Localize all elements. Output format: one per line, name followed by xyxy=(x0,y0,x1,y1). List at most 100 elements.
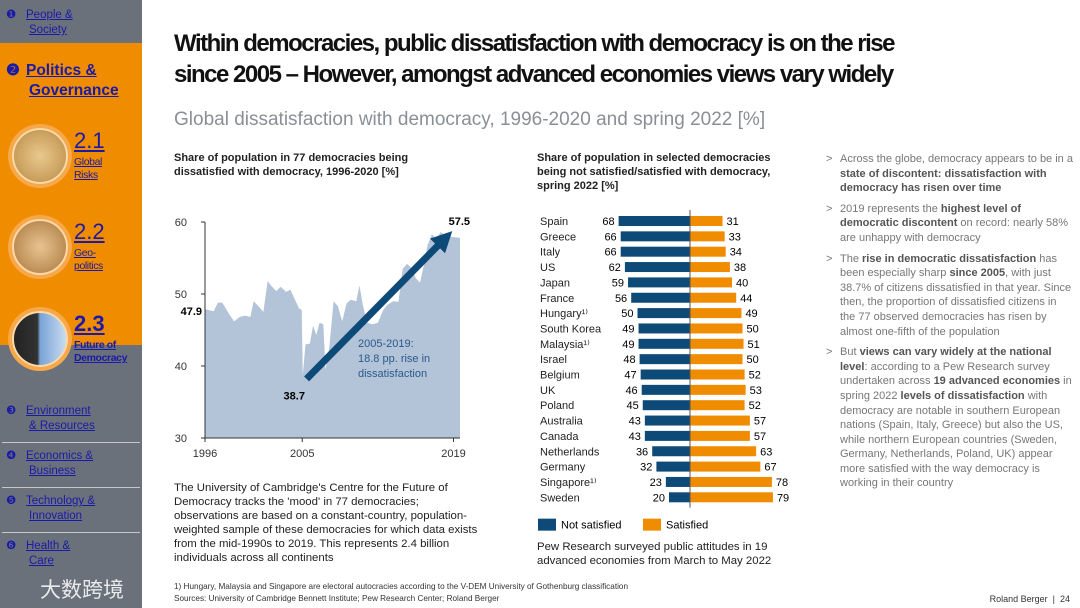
country-label: UK xyxy=(540,385,556,397)
bar-satisfied xyxy=(690,461,761,472)
bar-satisfied xyxy=(690,292,737,303)
nav-health[interactable]: ❻ Health & Care xyxy=(6,540,71,567)
bar-satisfied xyxy=(690,231,725,242)
bar-not-satisfied xyxy=(624,262,690,273)
future-democracy-image xyxy=(12,311,68,367)
bar-satisfied xyxy=(690,369,745,380)
nav-geopolitics[interactable]: 2.2 Geo-politics xyxy=(6,219,142,289)
legend-satisfied: Satisfied xyxy=(666,520,708,532)
bar-not-satisfied xyxy=(637,308,690,319)
arrow-annotation: 18.8 pp. rise in xyxy=(358,353,430,365)
bar-not-satisfied xyxy=(618,216,690,226)
area-chart: 30 40 50 60 1996 2005 2019 47.9 38.7 57.5 2005-201… xyxy=(175,216,470,460)
value-satisfied: 53 xyxy=(750,385,762,397)
country-label: France xyxy=(540,293,574,305)
y-tick-label: 60 xyxy=(175,217,187,229)
value-satisfied: 38 xyxy=(734,262,746,274)
nav-technology[interactable]: ❺ Technology & Innovation xyxy=(6,495,96,522)
country-label: Canada xyxy=(540,431,579,443)
area-series xyxy=(205,232,460,438)
country-label: Netherlands xyxy=(540,446,600,458)
value-not-satisfied: 23 xyxy=(650,477,662,489)
x-tick-label: 2019 xyxy=(441,448,465,460)
value-not-satisfied: 59 xyxy=(612,277,624,289)
bar-satisfied xyxy=(690,246,726,257)
bar-satisfied xyxy=(690,415,750,426)
bar-not-satisfied xyxy=(638,338,690,349)
bar-not-satisfied xyxy=(631,292,690,303)
value-not-satisfied: 43 xyxy=(629,431,641,443)
nav-people-society[interactable]: ❶ People & Society xyxy=(6,9,73,36)
value-satisfied: 44 xyxy=(740,293,752,305)
country-label: Australia xyxy=(540,416,584,428)
value-not-satisfied: 68 xyxy=(602,216,614,228)
finding-4: But views can vary widely at the nationa… xyxy=(826,345,1074,491)
country-label: Belgium xyxy=(540,370,580,382)
bar-satisfied xyxy=(690,338,744,349)
value-not-satisfied: 50 xyxy=(621,308,633,320)
pew-note: Pew Research surveyed public attitudes i… xyxy=(537,541,772,567)
nav-future-democracy[interactable]: 2.3 Future of Democracy xyxy=(6,311,142,381)
country-label: Singapore¹⁾ xyxy=(540,477,597,489)
bar-chart: Spain 68 31 Greece 66 33 Italy 66 34 US 62 38 Japan 5… xyxy=(538,210,789,532)
y-tick-label: 30 xyxy=(175,433,187,445)
value-satisfied: 33 xyxy=(729,231,741,243)
value-not-satisfied: 56 xyxy=(615,293,627,305)
brand-footer: Roland Berger | 24 xyxy=(989,594,1070,604)
value-not-satisfied: 66 xyxy=(604,247,616,259)
arrow-annotation: dissatisfaction xyxy=(358,368,427,380)
bar-not-satisfied xyxy=(628,277,690,288)
nav-global-risks[interactable]: 2.1 Global Risks xyxy=(6,128,142,198)
page-title: Within democracies, public dissatisfacti… xyxy=(174,30,896,88)
bar-not-satisfied xyxy=(644,415,690,426)
page-subtitle: Global dissatisfaction with democracy, 1… xyxy=(174,109,766,130)
value-not-satisfied: 66 xyxy=(604,231,616,243)
bar-not-satisfied xyxy=(620,246,690,257)
finding-3: The rise in democratic dissatisfaction h… xyxy=(826,252,1074,340)
country-label: Israel xyxy=(540,354,567,366)
bar-not-satisfied xyxy=(644,430,690,441)
value-satisfied: 52 xyxy=(749,400,761,412)
country-label: Malaysia¹⁾ xyxy=(540,339,590,351)
bar-not-satisfied xyxy=(656,461,690,472)
value-not-satisfied: 45 xyxy=(627,400,639,412)
y-tick-label: 40 xyxy=(175,361,187,373)
value-satisfied: 50 xyxy=(747,354,759,366)
bar-not-satisfied xyxy=(669,492,690,503)
bar-not-satisfied xyxy=(665,476,690,487)
legend-swatch-satisfied xyxy=(643,518,661,531)
value-satisfied: 40 xyxy=(736,277,748,289)
bar-satisfied xyxy=(690,277,732,288)
bar-satisfied xyxy=(690,384,746,395)
country-label: Spain xyxy=(540,216,568,228)
country-label: South Korea xyxy=(540,323,602,335)
bar-satisfied xyxy=(690,354,743,365)
value-not-satisfied: 47 xyxy=(624,370,636,382)
bar-not-satisfied xyxy=(640,369,690,380)
chart-description: The University of Cambridge's Centre for… xyxy=(174,482,478,564)
nav-politics-governance[interactable]: ❷ Politics & Governance xyxy=(6,62,119,99)
value-satisfied: 34 xyxy=(730,247,742,259)
area-chart-title: Share of population in 77 democracies be… xyxy=(174,152,409,178)
value-satisfied: 49 xyxy=(745,308,757,320)
country-label: Italy xyxy=(540,247,561,259)
arrow-annotation: 2005-2019: xyxy=(358,338,414,350)
bar-not-satisfied xyxy=(652,446,690,457)
value-not-satisfied: 49 xyxy=(622,339,634,351)
country-label: Hungary¹⁾ xyxy=(540,308,588,320)
value-satisfied: 67 xyxy=(764,462,776,474)
country-label: Germany xyxy=(540,462,586,474)
value-not-satisfied: 48 xyxy=(623,354,635,366)
nav-environment[interactable]: ❸ Environment & Resources xyxy=(6,405,95,432)
legend-not-satisfied: Not satisfied xyxy=(561,520,622,532)
bar-satisfied xyxy=(690,476,772,487)
finding-2: 2019 represents the highest level of dem… xyxy=(826,202,1074,246)
start-value-label: 47.9 xyxy=(181,306,202,318)
geopolitics-image xyxy=(12,219,68,275)
nav-economics[interactable]: ❹ Economics & Business xyxy=(6,450,94,477)
country-label: Sweden xyxy=(540,492,580,504)
bar-satisfied xyxy=(690,492,773,503)
bar-satisfied xyxy=(690,308,742,319)
legend-swatch-not-satisfied xyxy=(538,518,556,531)
bar-not-satisfied xyxy=(642,400,690,411)
